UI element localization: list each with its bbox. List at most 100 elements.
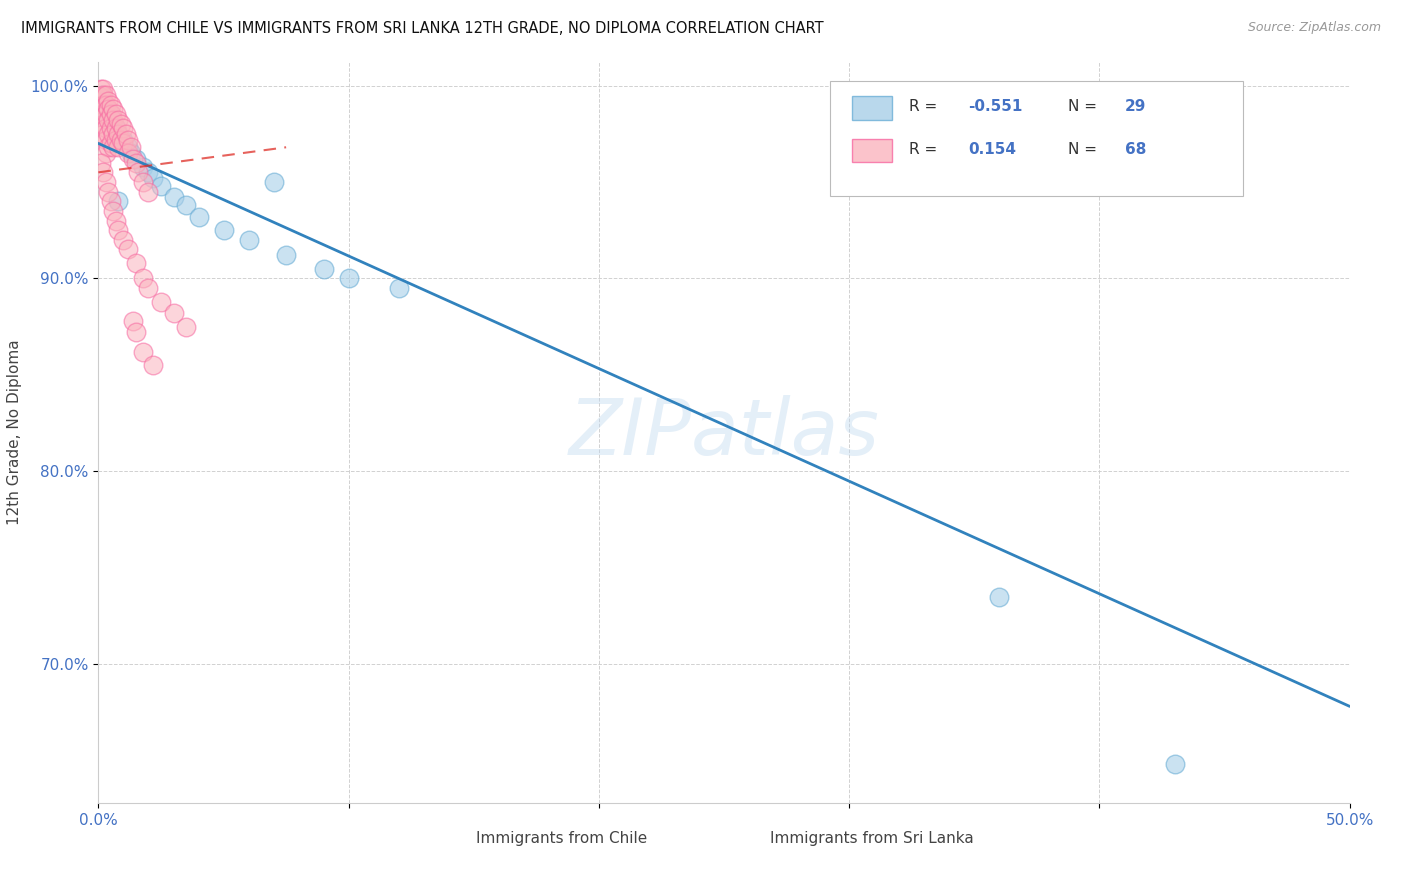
Point [104, 120, 127, 135]
Point [120, 140, 142, 154]
Point [103, 113, 125, 128]
Point [94, 132, 117, 146]
Text: ZIPatlas: ZIPatlas [568, 394, 880, 471]
Point [337, 271, 360, 285]
Text: 68: 68 [1125, 142, 1146, 157]
Point [132, 271, 155, 285]
Point [93, 165, 115, 179]
Point [115, 127, 138, 141]
Text: R =: R = [910, 142, 948, 157]
Point [125, 152, 148, 166]
Bar [436, 829, 468, 847]
Point [117, 243, 139, 257]
Point [100, 107, 122, 121]
Point [162, 306, 184, 320]
Point [174, 198, 197, 212]
Text: N =: N = [1069, 142, 1102, 157]
Text: 0.154: 0.154 [969, 142, 1017, 157]
Point [94, 175, 117, 189]
Point [122, 152, 145, 166]
Point [132, 175, 155, 189]
Point [104, 107, 127, 121]
Bar [730, 829, 762, 847]
Point [93, 88, 115, 103]
Point [112, 120, 135, 135]
Point [104, 132, 127, 146]
Point [125, 326, 148, 340]
Point [94, 146, 117, 161]
Point [97, 185, 120, 199]
Point [94, 102, 117, 116]
Bar [852, 138, 891, 162]
Point [94, 120, 117, 135]
Point [93, 82, 115, 96]
Point [110, 117, 132, 131]
Point [117, 132, 139, 146]
Point [103, 203, 125, 218]
Point [110, 132, 132, 146]
Point [263, 175, 285, 189]
Point [103, 127, 125, 141]
Point [103, 140, 125, 154]
Point [104, 120, 127, 135]
Text: -0.551: -0.551 [969, 99, 1022, 114]
Point [122, 314, 145, 328]
FancyBboxPatch shape [831, 81, 1243, 195]
Bar [852, 96, 891, 120]
Point [120, 146, 142, 161]
Point [112, 132, 135, 146]
Y-axis label: 12th Grade, No Diploma: 12th Grade, No Diploma [7, 340, 22, 525]
Point [127, 165, 149, 179]
Text: IMMIGRANTS FROM CHILE VS IMMIGRANTS FROM SRI LANKA 12TH GRADE, NO DIPLOMA CORREL: IMMIGRANTS FROM CHILE VS IMMIGRANTS FROM… [21, 21, 824, 36]
Point [104, 213, 127, 227]
Point [117, 146, 139, 161]
Text: Immigrants from Sri Lanka: Immigrants from Sri Lanka [770, 830, 974, 846]
Point [97, 127, 120, 141]
Point [97, 94, 120, 108]
Point [988, 590, 1011, 604]
Text: 29: 29 [1125, 99, 1146, 114]
Point [125, 155, 148, 169]
Point [100, 136, 122, 151]
Point [100, 120, 122, 135]
Point [94, 98, 117, 112]
Point [103, 102, 125, 116]
Point [103, 117, 125, 131]
Point [274, 248, 298, 262]
Point [150, 294, 173, 309]
Point [138, 185, 160, 199]
Point [174, 319, 197, 334]
Point [100, 194, 122, 209]
Point [125, 256, 148, 270]
Point [150, 178, 173, 193]
Point [97, 140, 120, 154]
Text: R =: R = [910, 99, 942, 114]
Point [107, 140, 129, 154]
Point [90, 88, 112, 103]
Point [100, 98, 122, 112]
Text: N =: N = [1069, 99, 1102, 114]
Text: Source: ZipAtlas.com: Source: ZipAtlas.com [1247, 21, 1381, 34]
Point [187, 210, 209, 224]
Point [212, 223, 235, 237]
Point [97, 107, 120, 121]
Point [107, 223, 129, 237]
Point [132, 344, 155, 359]
Point [107, 127, 129, 141]
Point [1163, 757, 1185, 772]
Point [112, 136, 135, 151]
Text: Immigrants from Chile: Immigrants from Chile [477, 830, 648, 846]
Point [97, 113, 120, 128]
Point [93, 94, 115, 108]
Point [93, 98, 115, 112]
Point [93, 117, 115, 131]
Point [138, 281, 160, 295]
Point [112, 233, 135, 247]
Point [107, 113, 129, 128]
Point [94, 88, 117, 103]
Point [93, 127, 115, 141]
Point [100, 107, 122, 121]
Point [162, 190, 184, 204]
Point [90, 82, 112, 96]
Point [132, 160, 155, 174]
